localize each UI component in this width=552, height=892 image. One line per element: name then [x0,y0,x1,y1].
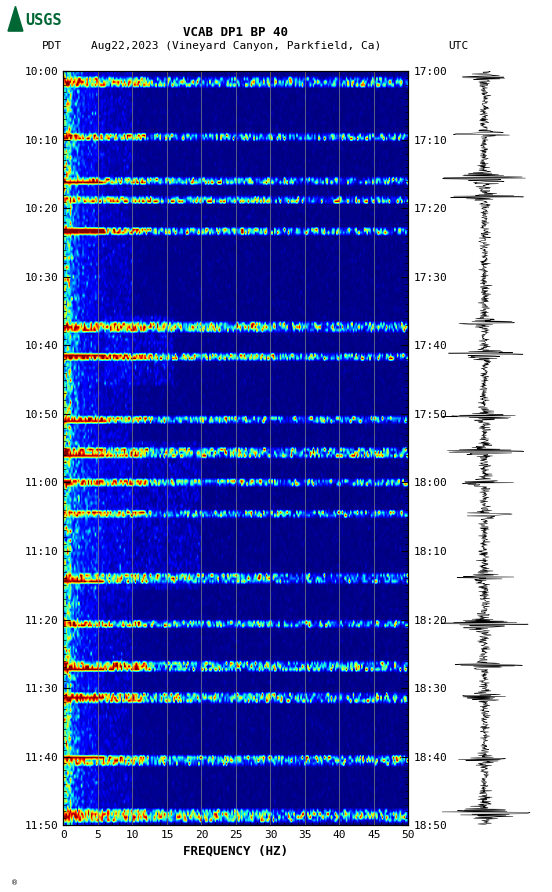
Text: VCAB DP1 BP 40: VCAB DP1 BP 40 [183,26,289,38]
Polygon shape [8,6,23,31]
Text: UTC: UTC [448,41,468,52]
X-axis label: FREQUENCY (HZ): FREQUENCY (HZ) [183,844,289,857]
Text: Aug22,2023 (Vineyard Canyon, Parkfield, Ca): Aug22,2023 (Vineyard Canyon, Parkfield, … [91,41,381,52]
Text: USGS: USGS [25,13,62,29]
Text: PDT: PDT [41,41,62,52]
Text: ®: ® [11,880,18,886]
